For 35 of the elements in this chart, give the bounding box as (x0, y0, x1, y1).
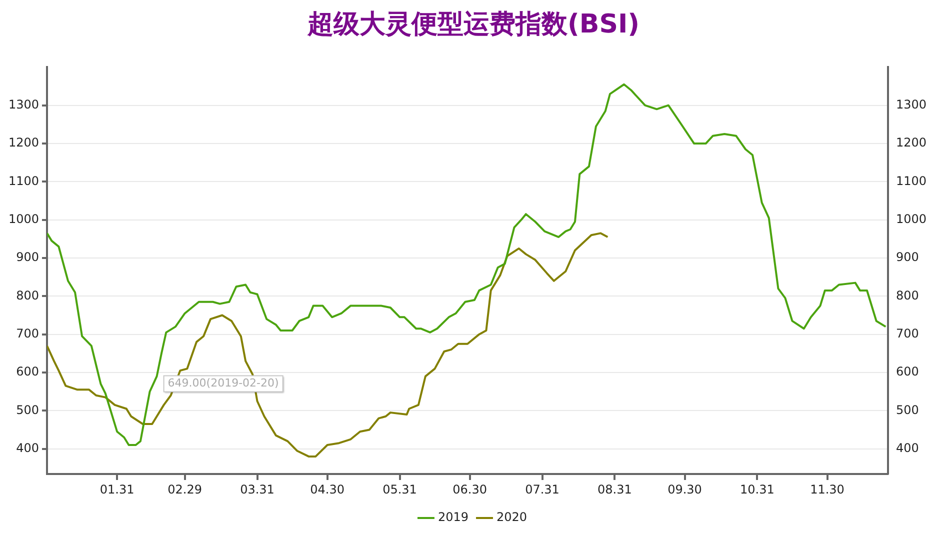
y-tick-label: 700 (16, 326, 39, 340)
y2-tick-label: 1000 (896, 212, 927, 226)
y2-tick-label: 800 (896, 288, 919, 302)
x-tick-label: 10.31 (740, 482, 774, 496)
y2-tick-label: 1300 (896, 97, 927, 112)
annotation: 649.00(2019-02-20) (168, 376, 279, 390)
chart-title: 超级大灵便型运费指数(BSI) (306, 9, 640, 40)
y-tick-label: 600 (16, 364, 39, 379)
x-tick-label: 06.30 (452, 482, 488, 496)
y2-tick-label: 600 (896, 364, 919, 379)
y-tick-label: 500 (16, 402, 39, 417)
y2-tick-label: 500 (896, 402, 919, 417)
y-tick-label: 1000 (8, 212, 39, 226)
legend-label: 2020 (496, 510, 528, 524)
y-tick-label: 1300 (8, 97, 39, 112)
x-tick-label: 02.29 (168, 482, 202, 496)
y-tick-label: 1100 (8, 174, 39, 188)
x-tick-label: 11.30 (810, 482, 844, 496)
x-tick-label: 04.30 (310, 482, 345, 496)
x-tick-label: 05.31 (382, 482, 417, 496)
y2-tick-label: 400 (896, 440, 919, 455)
x-tick-label: 09.30 (668, 482, 702, 496)
y-tick-label: 1200 (8, 136, 39, 150)
x-tick-label: 07.31 (525, 482, 560, 496)
y-tick-label: 800 (16, 288, 39, 302)
y2-tick-label: 900 (896, 250, 919, 264)
legend-label: 2019 (438, 510, 469, 524)
y2-tick-label: 700 (896, 326, 919, 340)
y-tick-label: 900 (16, 250, 39, 264)
x-tick-label: 08.31 (597, 482, 632, 496)
x-tick-label: 03.31 (240, 482, 274, 496)
y2-tick-label: 1100 (896, 174, 927, 188)
y2-tick-label: 1200 (896, 136, 927, 150)
x-tick-label: 01.31 (100, 482, 134, 496)
y-tick-label: 400 (16, 440, 39, 455)
